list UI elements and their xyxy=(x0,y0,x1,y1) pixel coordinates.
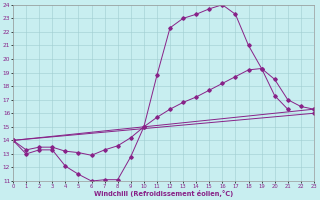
X-axis label: Windchill (Refroidissement éolien,°C): Windchill (Refroidissement éolien,°C) xyxy=(94,190,233,197)
